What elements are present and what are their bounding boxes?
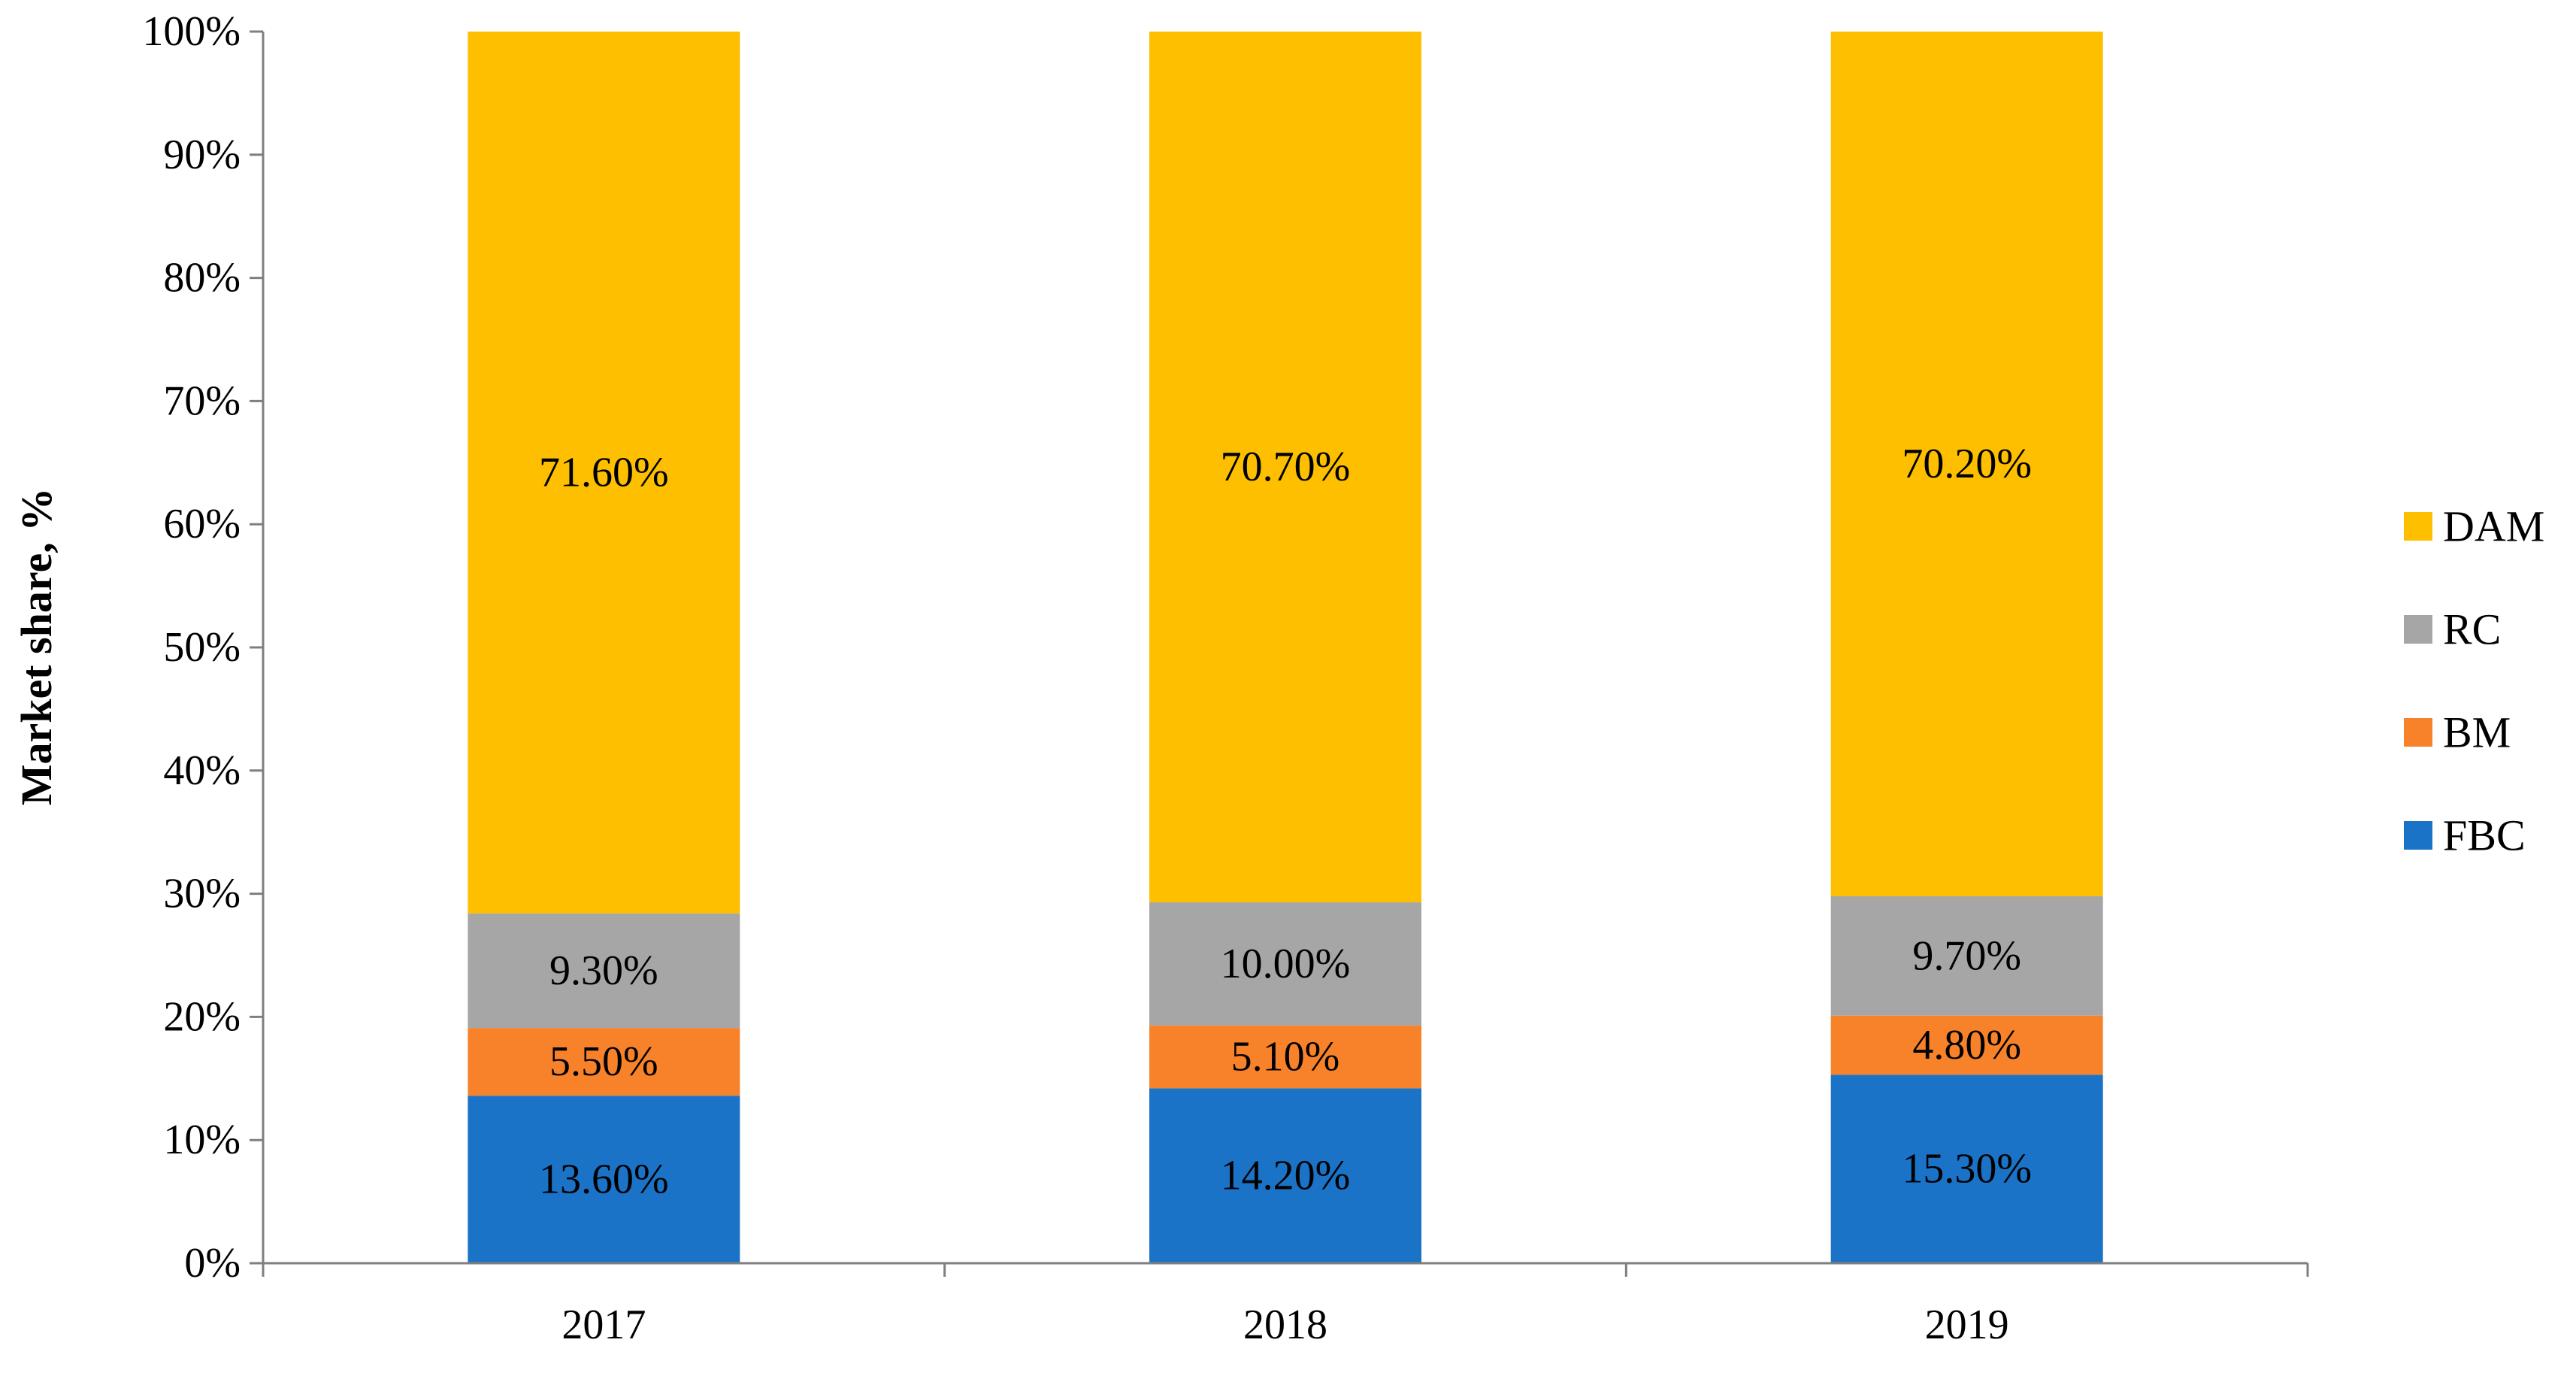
bar-segment-bm-2017 [468, 1028, 740, 1096]
data-label-bm-2017: 5.50% [549, 1038, 658, 1085]
bars-layer [468, 32, 2103, 1263]
bar-segment-dam-2019 [1830, 32, 2103, 896]
legend-swatch-rc [2404, 615, 2432, 644]
data-label-dam-2018: 70.70% [1221, 444, 1351, 490]
legend-label-fbc: FBC [2443, 811, 2526, 860]
x-tick-label-2019: 2019 [1925, 1302, 2009, 1348]
y-tick-label: 50% [163, 624, 241, 671]
data-label-fbc-2019: 15.30% [1902, 1146, 2032, 1193]
bar-segment-bm-2018 [1149, 1025, 1421, 1089]
legend-swatch-fbc [2404, 821, 2432, 850]
y-tick-label: 30% [163, 871, 241, 917]
x-tick-label-2018: 2018 [1243, 1302, 1327, 1348]
y-tick-label: 40% [163, 747, 241, 794]
y-tick-label: 60% [163, 501, 241, 547]
y-tick-label: 10% [163, 1117, 241, 1163]
bar-segment-dam-2018 [1149, 32, 1421, 903]
legend-label-rc: RC [2443, 605, 2501, 654]
data-label-fbc-2017: 13.60% [539, 1156, 669, 1203]
data-label-fbc-2018: 14.20% [1221, 1153, 1351, 1199]
legend: DAM RC BM FBC [2404, 502, 2544, 860]
x-tick-label-2017: 2017 [562, 1302, 646, 1348]
legend-swatch-dam [2404, 512, 2432, 541]
bar-segment-bm-2019 [1830, 1015, 2103, 1075]
data-label-rc-2019: 9.70% [1912, 932, 2021, 979]
y-tick-label: 100% [142, 8, 241, 55]
data-label-rc-2018: 10.00% [1221, 941, 1351, 987]
y-tick-label: 0% [184, 1240, 241, 1287]
data-label-dam-2017: 71.60% [539, 449, 669, 496]
bar-segment-rc-2017 [468, 913, 740, 1029]
data-label-bm-2019: 4.80% [1912, 1022, 2021, 1068]
y-tick-label: 20% [163, 993, 241, 1040]
bar-segment-dam-2017 [468, 32, 740, 914]
y-tick-label: 80% [163, 255, 241, 302]
data-label-dam-2019: 70.20% [1902, 441, 2032, 487]
data-label-rc-2017: 9.30% [549, 947, 658, 994]
legend-swatch-bm [2404, 718, 2432, 747]
y-axis-title: Market share, % [12, 488, 61, 806]
data-labels-layer: 13.60% 5.50% 9.30% 71.60% 14.20% 5.10% 10.00% 7… [539, 441, 2032, 1203]
legend-label-bm: BM [2443, 708, 2511, 757]
axes-layer: 0% 10% 20% 30% 40% 50% 60% 70% 80% 90% 100% 2017 201… [142, 8, 2309, 1348]
bar-segment-fbc-2019 [1830, 1074, 2103, 1263]
bar-segment-rc-2019 [1830, 896, 2103, 1016]
bar-segment-rc-2018 [1149, 902, 1421, 1026]
bar-segment-fbc-2017 [468, 1096, 740, 1263]
data-label-bm-2018: 5.10% [1231, 1034, 1340, 1081]
legend-label-dam: DAM [2443, 502, 2544, 551]
y-tick-label: 90% [163, 132, 241, 178]
bar-segment-fbc-2018 [1149, 1088, 1421, 1263]
y-tick-label: 70% [163, 377, 241, 424]
